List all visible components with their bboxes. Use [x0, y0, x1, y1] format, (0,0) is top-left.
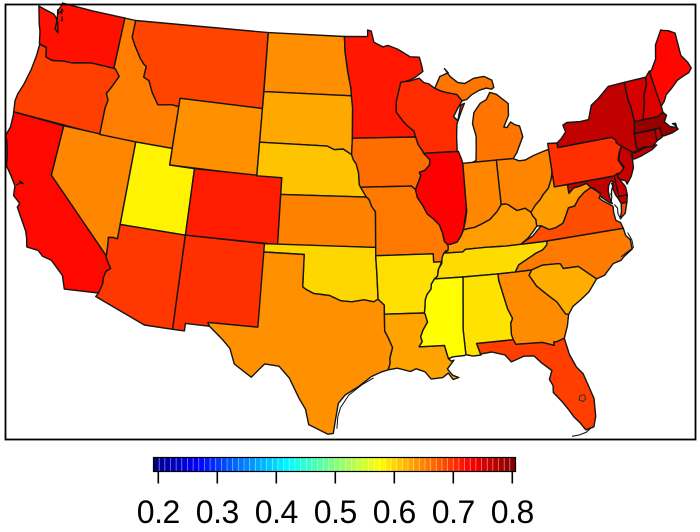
svg-text:0.8: 0.8 [491, 494, 534, 530]
svg-text:0.4: 0.4 [255, 494, 298, 530]
svg-text:0.2: 0.2 [137, 494, 180, 530]
svg-text:0.5: 0.5 [314, 494, 357, 530]
svg-text:0.6: 0.6 [373, 494, 416, 530]
svg-text:0.3: 0.3 [196, 494, 239, 530]
svg-text:0.7: 0.7 [432, 494, 475, 530]
